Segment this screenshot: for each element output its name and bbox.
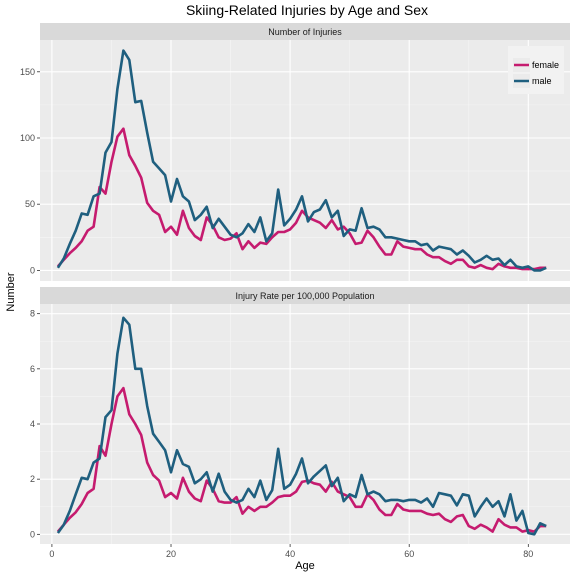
y-tick-label: 2: [30, 474, 35, 484]
panel-1-plot-area: [40, 40, 570, 281]
panel-1-series: [56, 49, 547, 272]
panel-1-strip: [40, 23, 570, 40]
y-tick-label: 150: [20, 67, 35, 77]
y-tick-label: 50: [25, 199, 35, 209]
y-tick-label: 4: [30, 419, 35, 429]
series-line-female: [56, 386, 547, 533]
x-tick-label: 40: [285, 549, 295, 559]
series-line-female: [56, 127, 547, 271]
series-line-male: [56, 316, 547, 536]
panel-2-y-ticks: 0 2 4 6 8: [30, 309, 40, 539]
panel-2-strip: [40, 287, 570, 304]
x-tick-label: 80: [523, 549, 533, 559]
legend: female male: [508, 46, 564, 94]
panel-1-y-ticks: 0 50 100 150: [20, 67, 40, 275]
x-axis-label: Age: [295, 560, 315, 572]
chart-title: Skiing-Related Injuries by Age and Sex: [186, 2, 428, 18]
panel-2-gridlines: [40, 304, 570, 544]
x-tick-label: 60: [404, 549, 414, 559]
x-tick-label: 0: [49, 549, 54, 559]
y-tick-label: 0: [30, 265, 35, 275]
x-axis-ticks: 0 20 40 60 80: [49, 544, 533, 559]
y-tick-label: 0: [30, 529, 35, 539]
y-axis-label: Number: [5, 272, 17, 311]
x-tick-label: 20: [166, 549, 176, 559]
panel-2-title: Injury Rate per 100,000 Population: [235, 291, 374, 301]
y-tick-label: 8: [30, 309, 35, 319]
y-tick-label: 100: [20, 133, 35, 143]
panel-1-title: Number of Injuries: [268, 27, 342, 37]
series-line-male: [56, 49, 547, 272]
y-tick-label: 6: [30, 364, 35, 374]
legend-label-male: male: [532, 76, 552, 86]
panel-2-series: [56, 316, 547, 536]
legend-label-female: female: [532, 60, 559, 70]
